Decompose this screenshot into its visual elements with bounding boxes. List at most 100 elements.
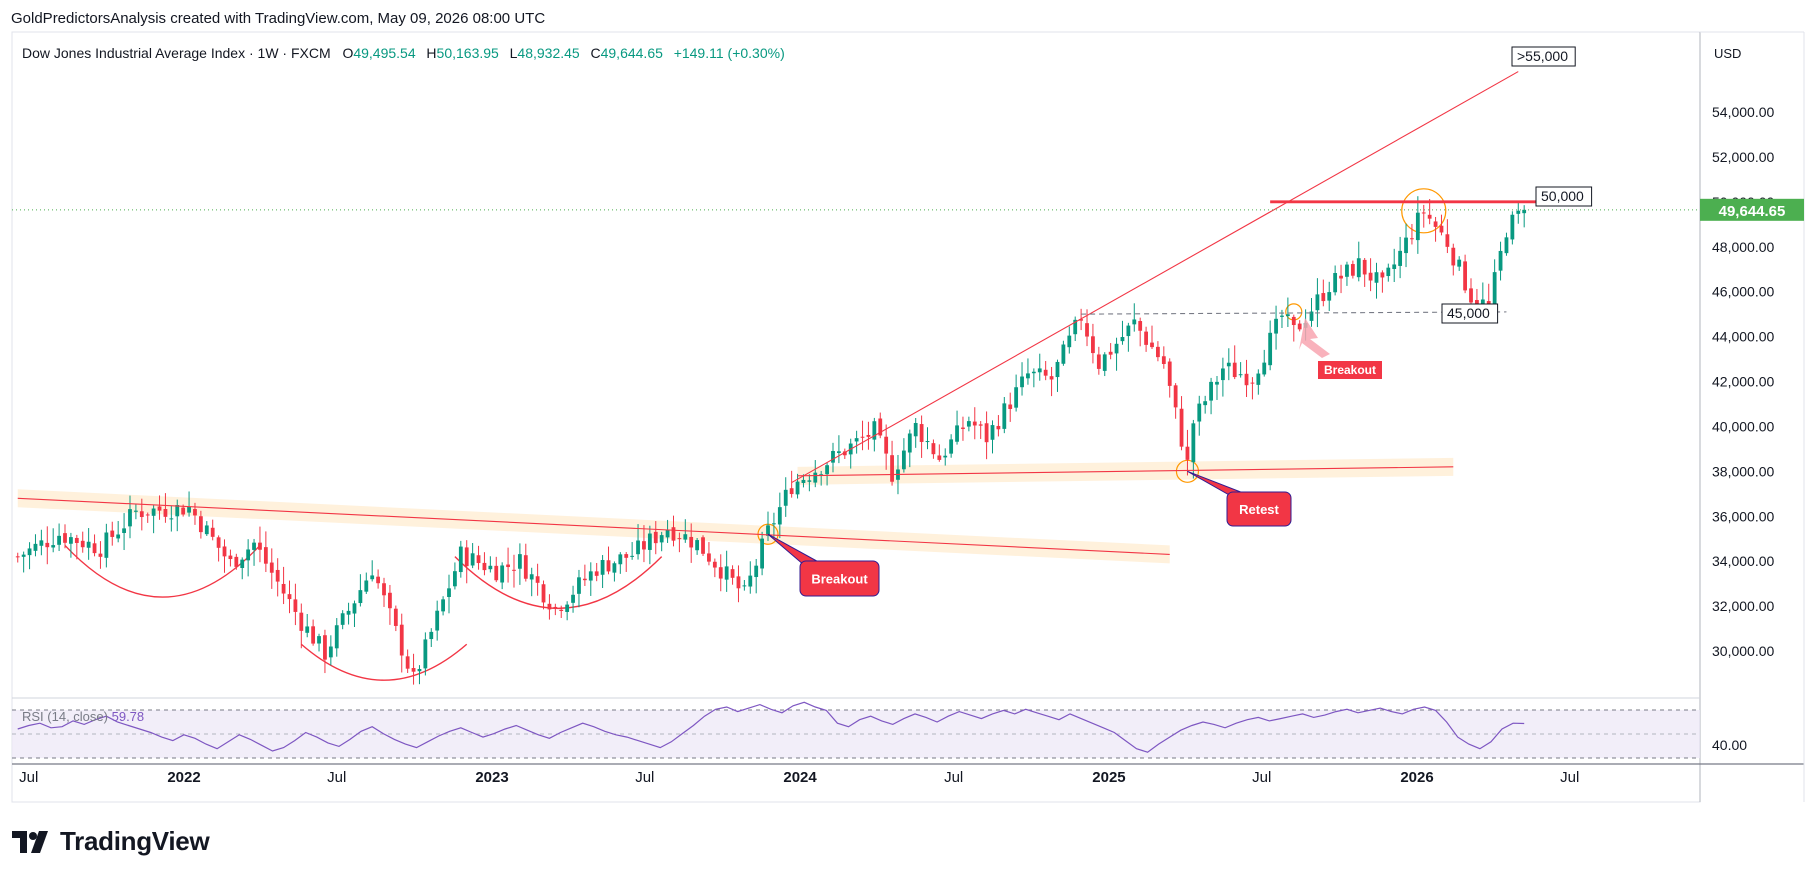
candle	[1421, 204, 1426, 228]
candle-body	[577, 577, 581, 594]
candle	[476, 545, 481, 570]
candle	[370, 560, 375, 582]
x-tick-label: Jul	[1252, 769, 1271, 786]
candle-body	[1197, 403, 1202, 422]
candle-body	[488, 565, 493, 570]
candle	[63, 524, 67, 549]
candle-body	[234, 556, 239, 567]
candle	[754, 558, 759, 594]
open-label: O	[342, 45, 354, 61]
candle	[1374, 262, 1379, 299]
candle-body	[1445, 234, 1450, 247]
candle	[128, 495, 132, 539]
candle-body	[1043, 369, 1048, 376]
candle	[783, 477, 788, 517]
candle-body	[1421, 212, 1426, 214]
candle-body	[890, 455, 894, 482]
candle-body	[978, 424, 983, 426]
candle-body	[736, 576, 741, 589]
candle	[1386, 263, 1391, 282]
candle-body	[766, 525, 770, 536]
candle	[340, 610, 345, 630]
candle-body	[825, 465, 829, 475]
candle	[1392, 248, 1397, 283]
candle	[1049, 366, 1054, 397]
tradingview-logo[interactable]: TradingView	[12, 826, 210, 857]
candle	[1197, 395, 1202, 436]
candle	[287, 580, 292, 614]
candle	[358, 574, 363, 607]
breakout-callout-box	[799, 560, 880, 597]
candle	[334, 618, 339, 657]
resistance-label-box	[1535, 186, 1593, 207]
trendline-1	[791, 71, 1519, 484]
candle-body	[1167, 361, 1172, 386]
candle	[51, 528, 56, 553]
candle-body	[642, 541, 646, 550]
candle	[1433, 216, 1438, 242]
candle-body	[74, 537, 79, 543]
candle	[854, 430, 859, 454]
candle-body	[1469, 288, 1473, 303]
close-value: 49,644.65	[600, 45, 663, 61]
candle-body	[878, 418, 883, 436]
x-tick-label: Jul	[19, 769, 38, 786]
candle-body	[712, 561, 717, 568]
candle-body	[382, 583, 386, 596]
candle-body	[618, 554, 623, 565]
candle-body	[281, 583, 286, 594]
symbol-name: Dow Jones Industrial Average Index · 1W …	[22, 45, 331, 61]
candle-body	[216, 537, 221, 548]
candle-body	[458, 546, 463, 573]
candle-body	[1439, 225, 1444, 233]
x-tick-label: Jul	[1560, 769, 1579, 786]
candle	[1043, 361, 1048, 381]
candle	[517, 543, 522, 585]
candle	[1161, 346, 1166, 369]
candle	[133, 503, 138, 520]
candle-body	[984, 423, 989, 443]
candle-body	[1126, 325, 1131, 337]
candle-body	[222, 546, 227, 557]
candle	[772, 512, 776, 539]
candle-body	[972, 421, 977, 426]
candle-body	[116, 534, 121, 539]
candle-body	[193, 509, 197, 516]
candle	[441, 596, 445, 616]
candle	[500, 562, 505, 590]
candle	[925, 427, 930, 450]
candle	[216, 535, 221, 562]
candle-body	[772, 523, 776, 525]
candle-body	[57, 535, 61, 545]
candle-body	[1368, 272, 1373, 281]
candle-body	[399, 624, 404, 656]
candle-body	[1475, 300, 1479, 306]
candle-body	[1345, 264, 1349, 277]
candle-body	[565, 604, 570, 612]
candle	[1209, 377, 1213, 415]
candle	[1096, 346, 1101, 375]
high-label: H	[426, 45, 437, 61]
candle	[825, 462, 829, 486]
candle-body	[1457, 259, 1462, 267]
candle	[275, 558, 280, 597]
candle-body	[1185, 446, 1190, 460]
candle-body	[388, 592, 392, 609]
x-tick-label: Jul	[635, 769, 654, 786]
candle	[984, 411, 989, 460]
candle	[760, 531, 765, 576]
candle	[311, 619, 316, 646]
candle	[972, 407, 977, 440]
candle	[252, 538, 256, 566]
candle	[92, 534, 97, 557]
candle-body	[831, 450, 835, 463]
candle-body	[86, 541, 91, 548]
plot-border	[11, 31, 1701, 803]
candle	[1061, 340, 1066, 366]
currency-label[interactable]: USD	[1714, 46, 1742, 61]
candle	[506, 547, 510, 583]
candle-body	[1108, 351, 1113, 355]
candle	[1144, 326, 1148, 352]
candle	[653, 521, 658, 555]
